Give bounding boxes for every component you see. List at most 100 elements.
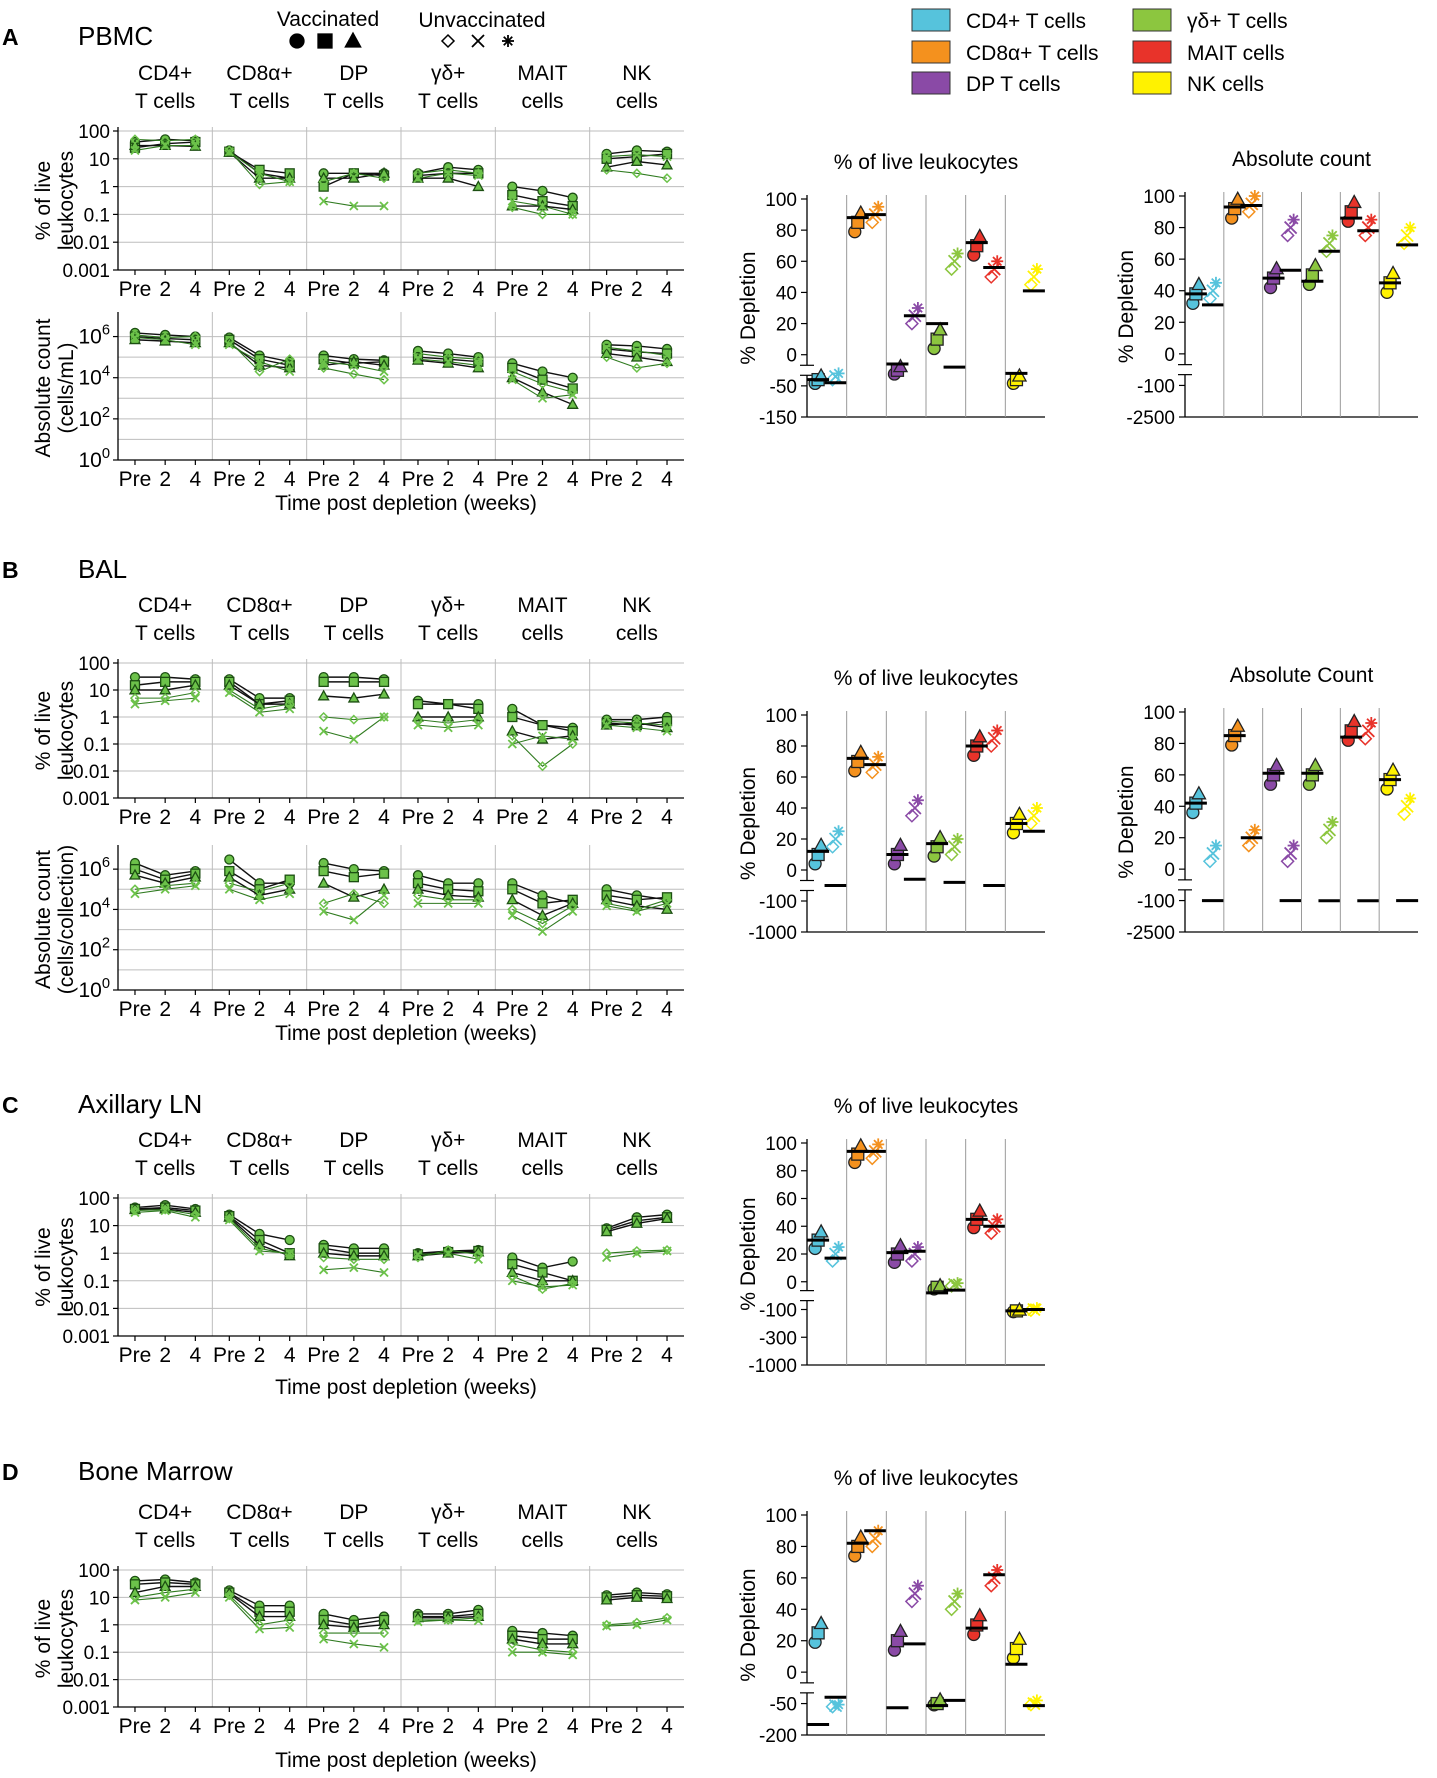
data-point: [318, 176, 329, 187]
x-stroke: [662, 151, 672, 162]
y-tick-label: 0.01: [73, 1671, 110, 1692]
population-header: T cells: [135, 90, 195, 113]
legend-square-icon: [317, 33, 333, 49]
series-line: [606, 899, 668, 910]
data-point: [568, 1280, 578, 1290]
data-point: [379, 890, 389, 900]
data-point: [630, 350, 643, 362]
depletion-point-vaccinated: [1268, 757, 1285, 772]
data-point: [507, 730, 518, 741]
series-line: [417, 169, 479, 174]
asterisk-stroke: [992, 1214, 1003, 1225]
x-stroke: [254, 895, 265, 905]
legend-color-swatch: [1132, 40, 1172, 64]
data-point: [413, 720, 423, 730]
data-point: [473, 720, 483, 730]
x-tick-label: 4: [567, 278, 579, 301]
data-point: [507, 1276, 517, 1286]
series-line: [417, 719, 479, 724]
x-stroke: [632, 1620, 642, 1630]
data-point: [190, 140, 200, 151]
data-point: [507, 711, 518, 723]
data-point: [319, 1634, 329, 1644]
data-point: [567, 372, 578, 383]
population-header: DP: [339, 594, 368, 617]
x-stroke: [602, 720, 612, 730]
data-point: [443, 1615, 453, 1625]
x-stroke: [190, 1587, 200, 1598]
legend-asterisk-icon: [502, 35, 514, 47]
x-tick-label: 2: [159, 1344, 171, 1367]
population-header: DP: [339, 1129, 368, 1152]
depletion-point-vaccinated: [813, 1615, 829, 1630]
x-stroke: [568, 1650, 578, 1660]
y-tick-label: 20: [1154, 313, 1175, 334]
depletion-point-unvaccinated: [991, 724, 1004, 737]
x-stroke: [160, 1205, 170, 1216]
data-point: [160, 335, 170, 345]
depletion-point-unvaccinated: [1023, 816, 1038, 831]
x-stroke: [632, 150, 642, 160]
depletion-point-unvaccinated: [1241, 204, 1256, 219]
panel-title: Bone Marrow: [78, 1456, 233, 1486]
x-stroke: [254, 707, 265, 717]
depletion-point-unvaccinated: [1365, 717, 1378, 729]
y-tick-label: 104: [78, 895, 110, 921]
asterisk-stroke: [833, 368, 844, 379]
population-header: CD8α+: [226, 1501, 292, 1524]
data-point: [349, 915, 359, 925]
data-point: [318, 1627, 329, 1639]
data-point: [536, 1637, 549, 1649]
data-point: [537, 731, 548, 741]
data-point: [443, 357, 453, 367]
x-tick-label: 2: [254, 1715, 266, 1738]
legend-diamond-icon: [440, 33, 456, 49]
series-line: [512, 1643, 573, 1653]
depletion-point-unvaccinated: [1358, 228, 1373, 243]
x-tick-label: 2: [442, 998, 454, 1021]
data-point: [377, 882, 391, 894]
y-tick-label: 100: [1143, 187, 1175, 208]
data-point: [189, 870, 202, 882]
population-header: T cells: [324, 622, 384, 645]
x-stroke: [319, 357, 329, 367]
y-tick-label: 10: [89, 1588, 110, 1609]
depletion-point-unvaccinated: [1241, 838, 1256, 853]
depletion-point-unvaccinated: [1280, 228, 1295, 243]
timecourse-plot: 100 10 1 0.1 0.01 0.001 % of live leukocytes Pre…: [32, 654, 684, 829]
population-header: γδ+: [431, 1501, 465, 1524]
y-axis-label: % of live: [32, 1599, 55, 1678]
data-point: [443, 698, 454, 710]
x-tick-label: 4: [284, 468, 296, 491]
asterisk-stroke: [952, 248, 963, 259]
x-stroke: [1245, 197, 1259, 211]
x-tick-label: 2: [631, 1344, 643, 1367]
legend-color-swatch: [1132, 71, 1172, 95]
depletion-point-unvaccinated: [1030, 802, 1043, 814]
data-point: [632, 346, 642, 356]
data-point: [318, 865, 329, 877]
y-tick-label: 0: [1164, 860, 1175, 881]
x-stroke: [443, 723, 453, 733]
depletion-point-unvaccinated: [944, 847, 959, 862]
y-tick-label: 104: [78, 364, 110, 390]
data-point: [442, 171, 455, 183]
data-point: [632, 1248, 642, 1258]
data-point: [160, 884, 170, 894]
x-stroke: [473, 1254, 483, 1264]
depletion-point-unvaccinated: [1202, 854, 1218, 869]
axis-break: [803, 1290, 811, 1301]
depletion-point-unvaccinated: [1404, 792, 1417, 805]
asterisk-stroke: [503, 36, 513, 46]
y-tick-label: 0.001: [62, 789, 110, 810]
x-tick-label: 4: [661, 278, 673, 301]
x-stroke: [254, 1624, 265, 1634]
x-tick-label: Pre: [496, 1715, 529, 1738]
asterisk-stroke: [1288, 840, 1299, 851]
population-header: MAIT: [517, 62, 567, 85]
population-header: CD8α+: [226, 594, 292, 617]
x-tick-label: 4: [567, 806, 579, 829]
depletion-point-vaccinated: [813, 836, 829, 851]
depletion-point-unvaccinated: [947, 254, 962, 268]
series-line: [229, 882, 290, 892]
